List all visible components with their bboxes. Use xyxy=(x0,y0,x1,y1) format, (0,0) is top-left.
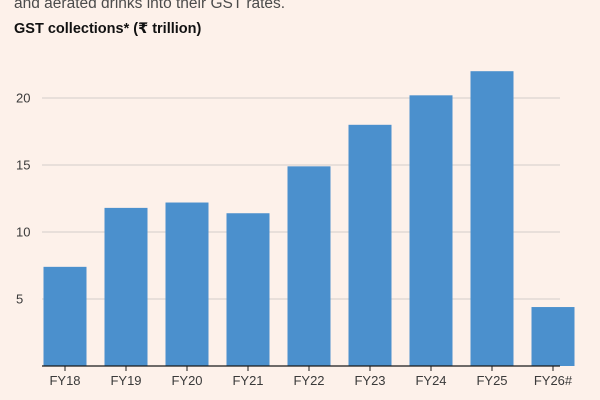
y-axis-ticks: 5 10 15 20 xyxy=(16,91,30,307)
bar-fy25 xyxy=(470,71,514,366)
bar-fy18 xyxy=(43,266,87,366)
bar-fy26 xyxy=(531,307,575,366)
x-tick-label: FY20 xyxy=(171,373,202,388)
bar-fy21 xyxy=(226,213,270,366)
x-tick-label: FY25 xyxy=(476,373,507,388)
y-tick-label: 5 xyxy=(16,292,23,307)
y-tick-label: 15 xyxy=(16,158,30,173)
x-tick-label: FY18 xyxy=(49,373,80,388)
bar-fy23 xyxy=(348,124,392,366)
bars xyxy=(43,71,575,366)
y-tick-label: 10 xyxy=(16,225,30,240)
chart-subtitle-fragment: and aerated drinks into their GST rates. xyxy=(14,0,286,12)
bar-fy19 xyxy=(104,207,148,366)
chart-title: GST collections* (₹ trillion) xyxy=(14,21,202,37)
x-tick-label: FY22 xyxy=(293,373,324,388)
x-tick-label: FY26# xyxy=(534,373,573,388)
y-tick-label: 20 xyxy=(16,91,30,106)
x-tick-label: FY21 xyxy=(232,373,263,388)
x-tick-label: FY24 xyxy=(415,373,446,388)
bar-fy22 xyxy=(287,166,331,366)
bar-fy24 xyxy=(409,95,453,366)
x-tick-label: FY23 xyxy=(354,373,385,388)
x-tick-label: FY19 xyxy=(110,373,141,388)
bar-fy20 xyxy=(165,202,209,366)
x-axis-ticks: FY18 FY19 FY20 FY21 FY22 FY23 FY24 FY25 FY26# xyxy=(49,366,573,388)
